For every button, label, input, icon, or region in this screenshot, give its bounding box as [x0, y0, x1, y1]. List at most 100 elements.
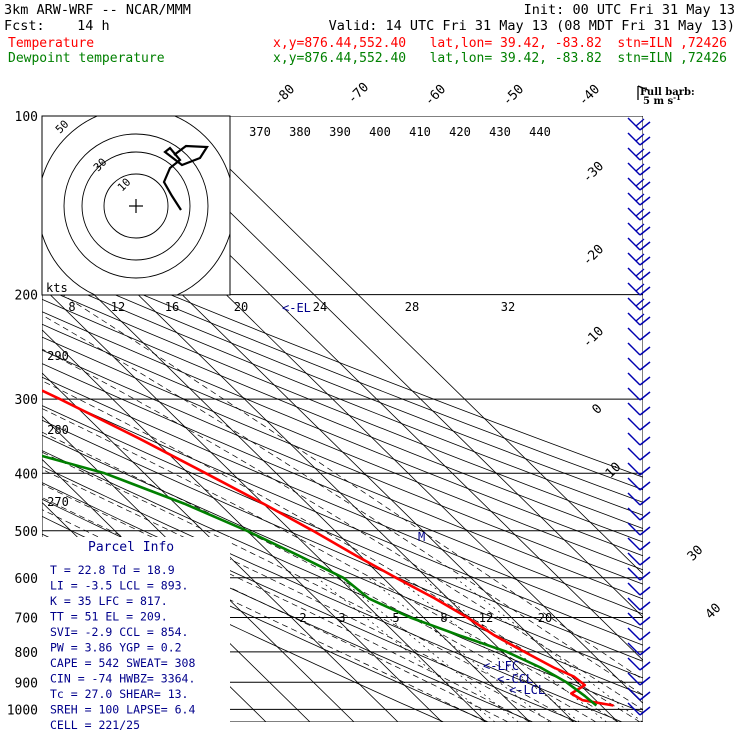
theta-label: 370 [249, 125, 271, 139]
parcel-info-row: CELL = 221/25 [50, 718, 140, 732]
wind-barb-flag [639, 586, 651, 596]
isotherm--10 [42, 286, 487, 722]
wind-barb-staff [627, 567, 641, 581]
parcel-info-row: Tc = 27.0 SHEAR= 13. [50, 687, 188, 701]
pressure-tick-600: 600 [15, 572, 38, 587]
wind-barb-flag [639, 361, 651, 371]
isotherm-label: -60 [422, 82, 449, 109]
parcel-info-row: PW = 3.86 YGP = 0.2 [50, 641, 182, 655]
mixing-ratio-lower-label: 20 [538, 611, 552, 625]
wind-barb-flag [635, 193, 645, 202]
wind-barb-flag [639, 241, 651, 251]
wind-barb-staff [627, 432, 641, 446]
wind-barb-flag [639, 121, 651, 131]
wind-barb-staff [627, 282, 641, 296]
wind-barb-flag [639, 391, 651, 401]
lfc-marker: <-LFC [483, 659, 519, 673]
wind-barb-staff [627, 477, 641, 491]
wind-barb-flag [635, 298, 645, 307]
wind-barb-staff [627, 687, 641, 701]
legend-temperature-info: x,y=876.44,552.40 lat,lon= 39.42, -83.82… [273, 36, 727, 51]
wind-barb-flag [635, 208, 645, 217]
wind-barb-flag [635, 133, 645, 142]
wind-barb-staff [627, 552, 641, 566]
dry-adiabat-390 [42, 323, 643, 571]
wind-barb-flag [639, 226, 651, 236]
mixing-ratio-12 [421, 577, 607, 722]
wind-barb-flag [635, 253, 645, 262]
parcel-info-row: TT = 51 EL = 209. [50, 610, 168, 624]
chart-header: 3km ARW-WRF -- NCAR/MMM Init: 00 UTC Fri… [4, 2, 735, 34]
parcel-info-row: K = 35 LFC = 817. [50, 594, 168, 608]
parcel-info-row: T = 22.8 Td = 18.9 [50, 563, 175, 577]
wind-barb-staff [627, 672, 641, 686]
wind-barb-flag [639, 256, 651, 266]
temperature-profile [42, 389, 614, 707]
pressure-tick-500: 500 [15, 525, 38, 540]
wind-barb-flag [639, 481, 651, 491]
isotherm-label: -50 [500, 82, 527, 109]
moist-adiabat-30 [42, 348, 643, 711]
wind-barb-staff [627, 642, 641, 656]
wind-barb-staff [627, 267, 641, 281]
legend: Temperature x,y=876.44,552.40 lat,lon= 3… [8, 36, 727, 66]
mixing-ratio-label: 24 [313, 300, 327, 314]
wind-barb-flag [639, 511, 651, 521]
legend-dewpoint-info: x,y=876.44,552.40 lat,lon= 39.42, -83.82… [273, 51, 727, 66]
wind-barb-staff [627, 522, 641, 536]
mixing-ratio-label: 32 [501, 300, 515, 314]
wind-barb-flag [639, 196, 651, 206]
wind-barb-flag [639, 421, 651, 431]
wind-barb-flag [639, 271, 651, 281]
isotherm-label: -10 [580, 324, 607, 351]
wind-barb-staff [627, 177, 641, 191]
dry-adiabat-290 [42, 465, 623, 722]
mixing-ratio-label: 12 [111, 300, 125, 314]
full-barb-label: Full barb: [640, 87, 695, 98]
isotherm-label: -30 [580, 159, 607, 186]
mixing-ratio-20 [454, 577, 643, 722]
wind-barb-flag [639, 331, 651, 341]
wind-barb-staff [627, 132, 641, 146]
wind-barb-flag [635, 283, 645, 292]
wind-barb-staff [627, 237, 641, 251]
wind-barb-staff [627, 297, 641, 311]
wind-barb-staff [627, 192, 641, 206]
wind-barb-staff [627, 702, 641, 716]
mixing-ratio-lower-label: 12 [479, 611, 493, 625]
barb-legend: Full barb: 5 m s-1 [637, 85, 695, 107]
wind-barbs [627, 117, 651, 716]
wind-barb-staff [627, 222, 641, 236]
forecast-hour: Fcst: 14 h [4, 18, 110, 34]
mixing-ratio-label: 20 [234, 300, 248, 314]
isotherm-label: 0 [589, 401, 605, 417]
dry-adiabat-430 [42, 274, 643, 516]
wind-barb-flag [635, 178, 645, 187]
dry-adiabat-360 [42, 363, 643, 615]
wind-barb-staff [627, 387, 641, 401]
pressure-tick-400: 400 [15, 467, 38, 482]
dry-adiabat-350 [42, 376, 643, 630]
wind-barb-flag [639, 661, 651, 671]
moist-adiabat-0 [42, 483, 531, 722]
mixing-ratio-lower-label: 2 [299, 611, 306, 625]
theta-low-label: 280 [47, 423, 69, 437]
mixing-ratio-lower-label: 8 [440, 611, 447, 625]
wind-barb-flag [639, 556, 651, 566]
isotherm-60 [175, 116, 643, 575]
wind-barb-flag [639, 151, 651, 161]
parcel-info-panel: Parcel Info T = 22.8 Td = 18.9 LI = -3.5 L… [42, 537, 230, 732]
legend-temperature: Temperature [8, 36, 94, 51]
wind-barb-staff [627, 627, 641, 641]
mixing-ratio-label: 28 [405, 300, 419, 314]
parcel-info-row: LI = -3.5 LCL = 893. [50, 579, 188, 593]
wind-barb-flag [639, 526, 651, 536]
wind-barb-staff [627, 342, 641, 356]
dry-adiabat-380 [42, 336, 643, 585]
isotherm-50 [131, 116, 643, 618]
wind-barb-staff [627, 312, 641, 326]
theta-label: 400 [369, 125, 391, 139]
hodograph-ring [81, 151, 191, 261]
wind-barb-staff [627, 402, 641, 416]
